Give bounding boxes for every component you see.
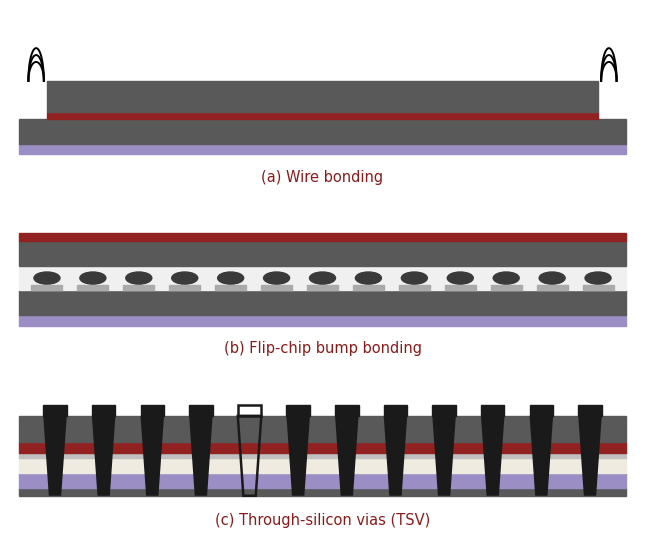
Bar xyxy=(19,233,626,241)
Ellipse shape xyxy=(355,272,381,284)
Bar xyxy=(537,285,568,290)
Ellipse shape xyxy=(310,272,335,284)
Bar xyxy=(307,285,338,290)
Text: (b) Flip-chip bump bonding: (b) Flip-chip bump bonding xyxy=(224,341,421,356)
Bar xyxy=(286,405,310,416)
Bar xyxy=(353,285,384,290)
Bar xyxy=(141,405,164,416)
Bar xyxy=(445,285,476,290)
Polygon shape xyxy=(530,416,553,496)
Polygon shape xyxy=(189,416,213,496)
Polygon shape xyxy=(578,416,602,496)
Bar xyxy=(19,473,626,488)
Ellipse shape xyxy=(217,272,244,284)
Bar xyxy=(399,285,430,290)
Bar xyxy=(19,443,626,453)
Bar xyxy=(530,405,553,416)
Ellipse shape xyxy=(264,272,290,284)
Bar xyxy=(19,316,626,326)
Bar xyxy=(19,265,626,290)
Bar xyxy=(481,405,504,416)
Bar xyxy=(169,285,200,290)
Bar xyxy=(47,112,598,119)
Ellipse shape xyxy=(34,272,60,284)
Bar xyxy=(19,416,626,443)
Ellipse shape xyxy=(585,272,611,284)
Text: (a) Wire bonding: (a) Wire bonding xyxy=(261,170,384,185)
Ellipse shape xyxy=(539,272,565,284)
Polygon shape xyxy=(432,416,456,496)
Ellipse shape xyxy=(126,272,152,284)
Polygon shape xyxy=(92,416,115,496)
Bar xyxy=(238,405,261,416)
Polygon shape xyxy=(481,416,504,496)
Bar xyxy=(582,285,613,290)
Ellipse shape xyxy=(80,272,106,284)
Bar xyxy=(215,285,246,290)
Bar xyxy=(491,285,522,290)
Bar xyxy=(19,290,626,316)
Bar xyxy=(19,458,626,473)
Ellipse shape xyxy=(401,272,428,284)
Bar xyxy=(32,285,63,290)
Bar xyxy=(19,241,626,265)
Bar xyxy=(578,405,602,416)
Bar xyxy=(19,119,626,144)
Polygon shape xyxy=(335,416,359,496)
Bar xyxy=(19,453,626,458)
Bar xyxy=(77,285,108,290)
Bar xyxy=(432,405,456,416)
Polygon shape xyxy=(384,416,407,496)
Ellipse shape xyxy=(493,272,519,284)
Bar xyxy=(261,285,292,290)
Bar xyxy=(189,405,213,416)
Bar xyxy=(43,405,67,416)
Bar xyxy=(47,81,598,112)
Bar xyxy=(335,405,359,416)
Text: (c) Through-silicon vias (TSV): (c) Through-silicon vias (TSV) xyxy=(215,513,430,528)
Polygon shape xyxy=(286,416,310,496)
Ellipse shape xyxy=(172,272,198,284)
Bar xyxy=(384,405,407,416)
Bar xyxy=(123,285,154,290)
Bar xyxy=(19,144,626,154)
Bar xyxy=(92,405,115,416)
Polygon shape xyxy=(43,416,67,496)
Polygon shape xyxy=(141,416,164,496)
Ellipse shape xyxy=(447,272,473,284)
Bar xyxy=(19,488,626,496)
